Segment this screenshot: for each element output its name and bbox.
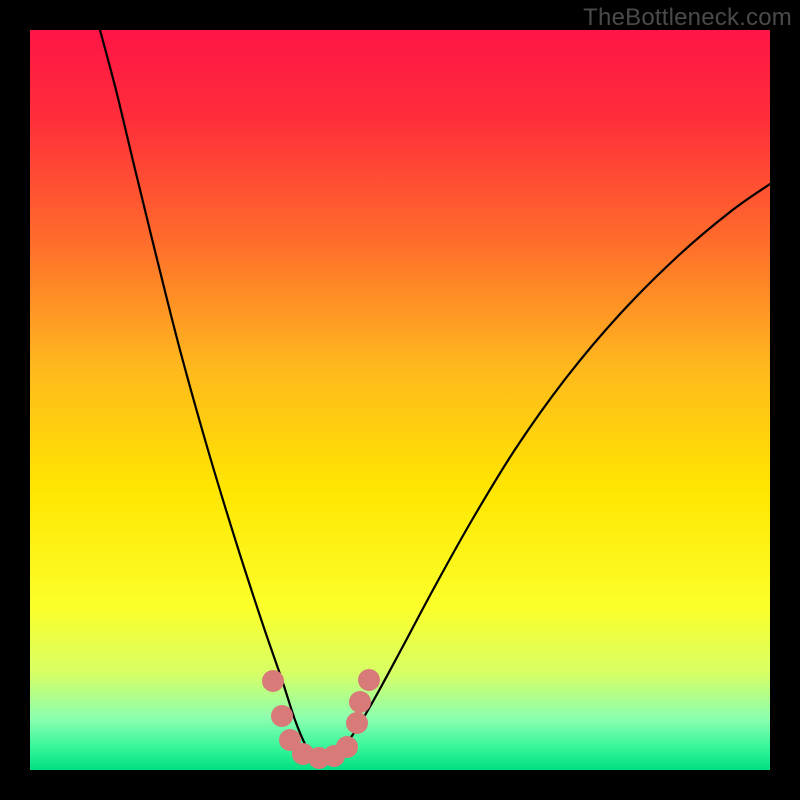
data-dot [271,705,293,727]
chart-stage: TheBottleneck.com [0,0,800,800]
data-dot [336,736,358,758]
data-dot [358,669,380,691]
plot-area [30,30,770,770]
data-dot [349,691,371,713]
watermark-text: TheBottleneck.com [583,4,792,32]
data-dot [262,670,284,692]
data-dot [346,712,368,734]
chart-svg [0,0,800,800]
